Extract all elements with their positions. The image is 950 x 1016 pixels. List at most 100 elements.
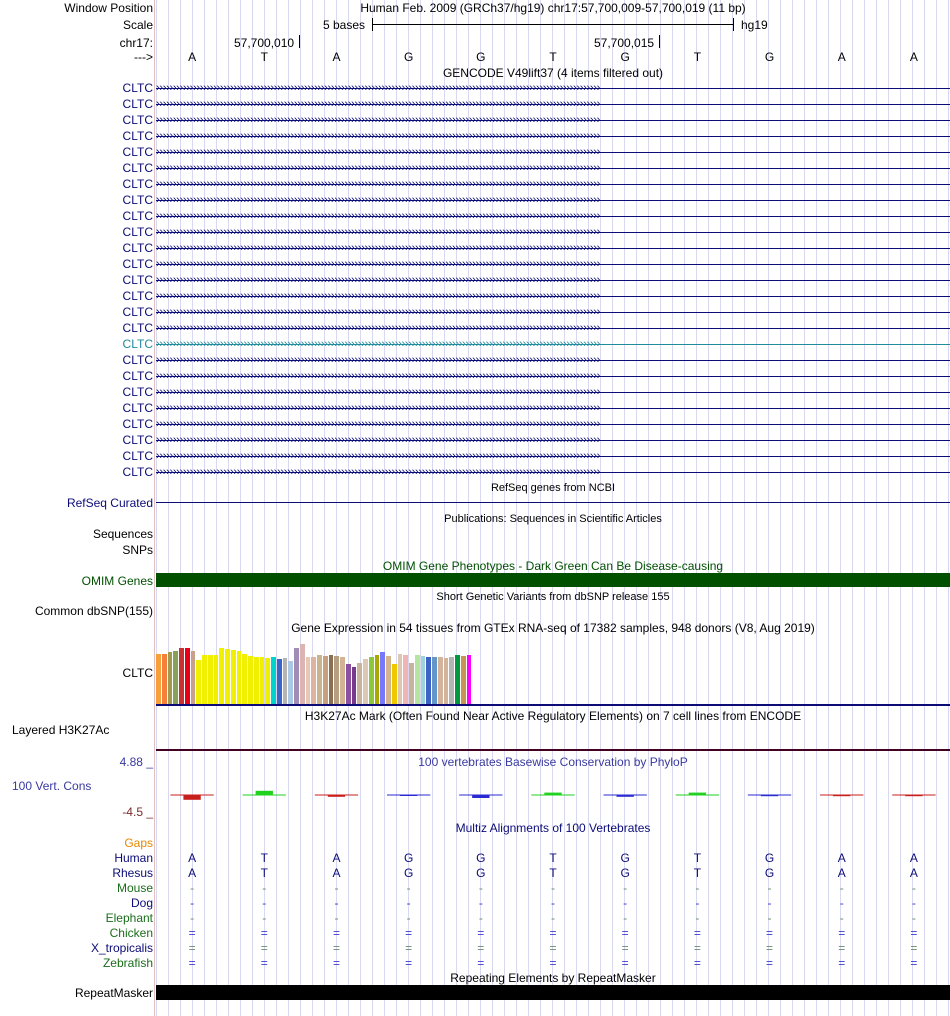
multiz-species-label[interactable]: Chicken — [109, 926, 153, 940]
gencode-transcript-line[interactable] — [156, 184, 950, 185]
gtex-tissue-bar[interactable] — [455, 655, 460, 704]
gtex-tissue-bar[interactable] — [282, 658, 288, 704]
gtex-tissue-bar[interactable] — [322, 656, 328, 704]
gtex-label[interactable]: CLTC — [122, 666, 153, 680]
gtex-tissue-bar[interactable] — [253, 657, 259, 704]
gtex-tissue-bar[interactable] — [426, 657, 431, 704]
refseq-gene-line[interactable] — [156, 502, 950, 503]
gencode-transcript-line[interactable] — [156, 104, 950, 105]
gencode-item-label[interactable]: CLTC — [122, 257, 153, 271]
gtex-tissue-bar[interactable] — [305, 657, 311, 704]
gencode-transcript-line[interactable] — [156, 408, 950, 409]
gtex-tissue-bar[interactable] — [409, 663, 414, 704]
gencode-item-label[interactable]: CLTC — [122, 81, 153, 95]
refseq-label[interactable]: RefSeq Curated — [66, 496, 153, 510]
gtex-tissue-bar[interactable] — [207, 655, 213, 704]
gtex-tissue-bar[interactable] — [202, 655, 207, 704]
gencode-transcript-line[interactable] — [156, 344, 950, 345]
gtex-tissue-bar[interactable] — [311, 657, 316, 704]
gencode-transcript-line[interactable] — [156, 264, 950, 265]
multiz-species-label[interactable]: Human — [114, 851, 153, 865]
gtex-tissue-bar[interactable] — [167, 652, 173, 704]
gencode-transcript-line[interactable] — [156, 376, 950, 377]
gtex-tissue-bar[interactable] — [248, 656, 253, 704]
gtex-tissue-bar[interactable] — [190, 651, 196, 704]
gtex-tissue-bar[interactable] — [179, 648, 184, 704]
gencode-transcript-line[interactable] — [156, 168, 950, 169]
multiz-species-label[interactable]: Mouse — [116, 881, 153, 895]
repeatmasker-bar[interactable] — [156, 985, 950, 1000]
gtex-tissue-bar[interactable] — [184, 648, 190, 704]
gtex-tissue-bar[interactable] — [414, 655, 420, 704]
gtex-tissue-bar[interactable] — [420, 656, 426, 704]
gencode-item-label[interactable]: CLTC — [122, 145, 153, 159]
gtex-tissue-bar[interactable] — [460, 656, 466, 704]
gencode-transcript-line[interactable] — [156, 88, 950, 89]
multiz-species-label[interactable]: Elephant — [105, 911, 153, 925]
gtex-tissue-bar[interactable] — [334, 656, 339, 704]
gtex-tissue-bar[interactable] — [213, 655, 219, 704]
gtex-tissue-bar[interactable] — [219, 648, 224, 704]
phylop-label[interactable]: 100 Vert. Cons — [12, 779, 92, 793]
gencode-item-label[interactable]: CLTC — [122, 225, 153, 239]
gencode-item-label[interactable]: CLTC — [122, 353, 153, 367]
multiz-species-label[interactable]: Dog — [130, 896, 153, 910]
gtex-tissue-bar[interactable] — [380, 652, 385, 704]
gtex-tissue-bar[interactable] — [391, 664, 397, 704]
gencode-transcript-line[interactable] — [156, 200, 950, 201]
repeatmasker-label[interactable]: RepeatMasker — [74, 986, 153, 1000]
gtex-tissue-bar[interactable] — [236, 651, 242, 704]
gtex-tissue-bar[interactable] — [351, 667, 357, 704]
multiz-species-label[interactable]: Rhesus — [112, 866, 153, 880]
gencode-item-label[interactable]: CLTC — [122, 209, 153, 223]
gtex-tissue-bar[interactable] — [368, 657, 374, 704]
gtex-tissue-bar[interactable] — [294, 648, 299, 704]
gencode-item-label[interactable]: CLTC — [122, 113, 153, 127]
gencode-transcript-line[interactable] — [156, 248, 950, 249]
h3k27ac-label[interactable]: Layered H3K27Ac — [12, 723, 110, 737]
gencode-transcript-line[interactable] — [156, 424, 950, 425]
gencode-item-label[interactable]: CLTC — [122, 193, 153, 207]
gtex-tissue-bar[interactable] — [299, 644, 305, 704]
gtex-tissue-bar[interactable] — [271, 657, 276, 704]
gtex-tissue-bar[interactable] — [317, 655, 322, 704]
gtex-tissue-bar[interactable] — [363, 659, 368, 704]
gencode-transcript-line[interactable] — [156, 456, 950, 457]
gencode-transcript-line[interactable] — [156, 440, 950, 441]
gtex-tissue-bar[interactable] — [265, 658, 270, 704]
gtex-tissue-bar[interactable] — [386, 656, 391, 704]
gencode-item-label[interactable]: CLTC — [122, 433, 153, 447]
gtex-tissue-bar[interactable] — [328, 655, 334, 704]
gencode-item-label[interactable]: CLTC — [122, 369, 153, 383]
gencode-transcript-line[interactable] — [156, 216, 950, 217]
gtex-tissue-bar[interactable] — [196, 660, 201, 704]
gtex-tissue-bar[interactable] — [340, 657, 345, 704]
gtex-tissue-bar[interactable] — [161, 654, 167, 704]
gencode-transcript-line[interactable] — [156, 328, 950, 329]
gencode-transcript-line[interactable] — [156, 296, 950, 297]
gtex-tissue-bar[interactable] — [449, 657, 454, 704]
gencode-transcript-line[interactable] — [156, 152, 950, 153]
gencode-item-label[interactable]: CLTC — [122, 289, 153, 303]
gtex-tissue-bar[interactable] — [345, 664, 351, 704]
gencode-transcript-line[interactable] — [156, 360, 950, 361]
gencode-item-label[interactable]: CLTC — [122, 129, 153, 143]
gtex-tissue-bar[interactable] — [242, 654, 247, 704]
gencode-transcript-line[interactable] — [156, 472, 950, 473]
gtex-tissue-bar[interactable] — [466, 655, 472, 704]
gencode-item-label[interactable]: CLTC — [122, 401, 153, 415]
gtex-tissue-bar[interactable] — [276, 659, 282, 704]
gencode-transcript-line[interactable] — [156, 136, 950, 137]
gtex-tissue-bar[interactable] — [173, 651, 178, 704]
gtex-tissue-bar[interactable] — [432, 657, 437, 704]
gencode-item-label[interactable]: CLTC — [122, 177, 153, 191]
gtex-tissue-bar[interactable] — [259, 657, 265, 704]
gencode-transcript-line[interactable] — [156, 392, 950, 393]
dbsnp-label[interactable]: Common dbSNP(155) — [34, 604, 153, 618]
multiz-species-label[interactable]: Zebrafish — [102, 956, 153, 970]
gtex-tissue-bar[interactable] — [437, 657, 443, 704]
gtex-expression-bars[interactable] — [156, 634, 536, 704]
phylop-wiggle[interactable] — [156, 770, 950, 820]
gencode-item-label[interactable]: CLTC — [122, 97, 153, 111]
